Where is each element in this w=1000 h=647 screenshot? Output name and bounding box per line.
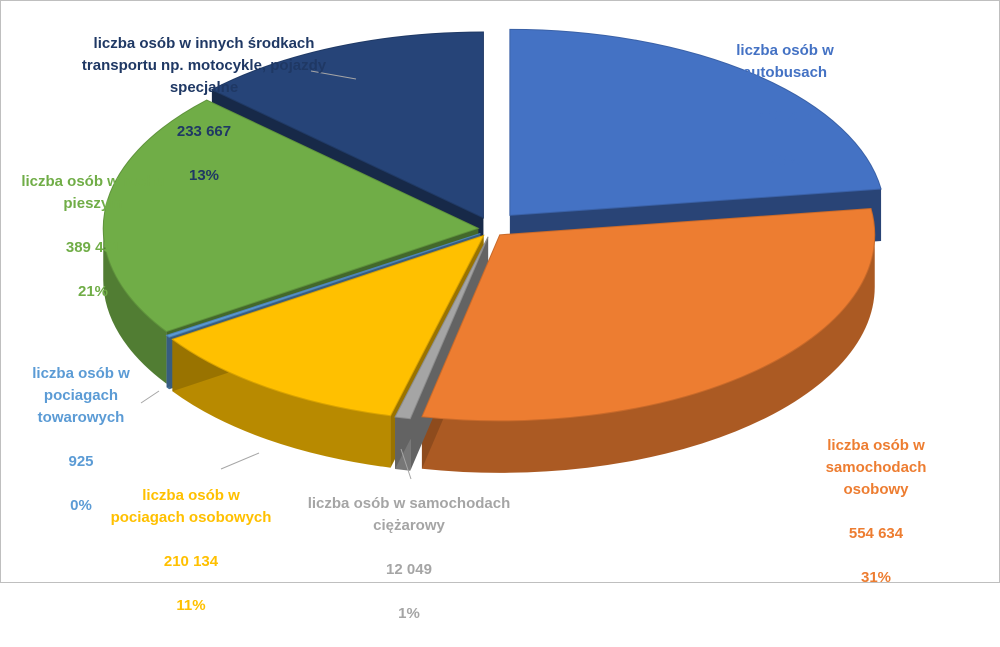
label-inne-percent: 13%: [188, 167, 220, 184]
pie-slice-ciezarowe: [394, 236, 489, 420]
pie-slice-pieszy: [102, 99, 480, 333]
label-poc-towarowe-percent: 0%: [70, 497, 92, 514]
leader-line-inne: [310, 70, 357, 80]
label-poc-towarowe: liczba osób w pociagach towarowych 925 0…: [11, 341, 151, 539]
label-ciezarowe: liczba osób w samochodach ciężarowy 12 0…: [289, 471, 529, 647]
label-autobusy: liczba osób w autobusach 412 208 23%: [695, 18, 875, 194]
label-ciezarowe-value: 12 049: [386, 561, 432, 578]
leader-line-poc-osobowe: [220, 452, 260, 470]
label-osobowe: liczba osób w samochodach osobowy 554 63…: [796, 413, 956, 611]
pie-slice-osobowe: [421, 207, 876, 422]
label-ciezarowe-percent: 1%: [398, 605, 420, 622]
label-inne: liczba osób w innych środkach transportu…: [49, 11, 359, 209]
label-inne-name: liczba osób w innych środkach transportu…: [81, 35, 327, 96]
pie-side-osobowe: [421, 234, 875, 473]
chart-frame: liczba osób w autobusach 412 208 23% lic…: [0, 0, 1000, 622]
label-autobusy-value: 412 208: [757, 108, 813, 125]
pie-slice-autobusy: [509, 28, 882, 216]
label-autobusy-name: liczba osób w autobusach: [736, 42, 834, 81]
leader-line-poc-towarowe: [140, 390, 160, 404]
pie-slice-inne: [210, 31, 484, 219]
label-poc-towarowe-value: 925: [68, 453, 94, 470]
leader-line-ciezarowe: [400, 448, 412, 480]
label-ciezarowe-name: liczba osób w samochodach ciężarowy: [307, 495, 511, 534]
label-autobusy-percent: 23%: [769, 152, 801, 169]
label-pieszy: liczba osób w ruchu pieszym 389 451 21%: [3, 149, 183, 325]
label-osobowe-value: 554 634: [848, 525, 904, 542]
label-osobowe-percent: 31%: [860, 569, 892, 586]
label-poc-osobowe-percent: 11%: [176, 597, 206, 614]
pie-slice-poc-towarowe: [165, 232, 481, 338]
pie-chart: [102, 28, 882, 480]
label-poc-towarowe-name: liczba osób w pociagach towarowych: [32, 365, 130, 426]
label-pieszy-value: 389 451: [65, 239, 121, 256]
label-inne-value: 233 667: [176, 123, 232, 140]
label-pieszy-name: liczba osób w ruchu pieszym: [21, 173, 165, 212]
pie-side-pieszy: [103, 228, 167, 384]
label-osobowe-name: liczba osób w samochodach osobowy: [825, 437, 927, 498]
pie-slice-poc-osobowe: [171, 234, 485, 417]
label-pieszy-percent: 21%: [77, 283, 109, 300]
label-poc-osobowe-value: 210 134: [163, 553, 219, 570]
label-poc-osobowe-name: liczba osób w pociagach osobowych: [110, 487, 272, 526]
pie-cut-ciezarowe: [395, 236, 489, 469]
